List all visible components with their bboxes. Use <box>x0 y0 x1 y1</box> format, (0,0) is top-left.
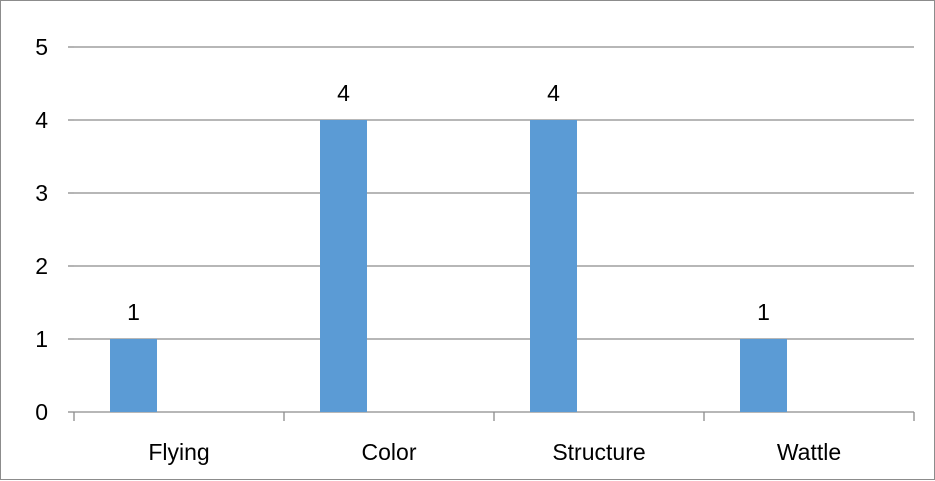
bar-color <box>320 120 367 412</box>
data-label-flying: 1 <box>127 299 140 325</box>
data-label-structure: 4 <box>547 80 560 106</box>
data-label-wattle: 1 <box>757 299 770 325</box>
bar-wattle <box>740 339 787 412</box>
y-tick-label-0: 0 <box>35 399 48 425</box>
y-tick-label-4: 4 <box>35 107 48 133</box>
y-tick-label-2: 2 <box>35 253 48 279</box>
category-label-structure: Structure <box>552 439 645 465</box>
y-tick-label-3: 3 <box>35 180 48 206</box>
y-tick-label-1: 1 <box>35 326 48 352</box>
category-label-color: Color <box>362 439 417 465</box>
data-label-color: 4 <box>337 80 350 106</box>
category-label-flying: Flying <box>148 439 209 465</box>
y-tick-label-5: 5 <box>35 34 48 60</box>
category-label-wattle: Wattle <box>777 439 841 465</box>
bar-structure <box>530 120 577 412</box>
bar-flying <box>110 339 157 412</box>
